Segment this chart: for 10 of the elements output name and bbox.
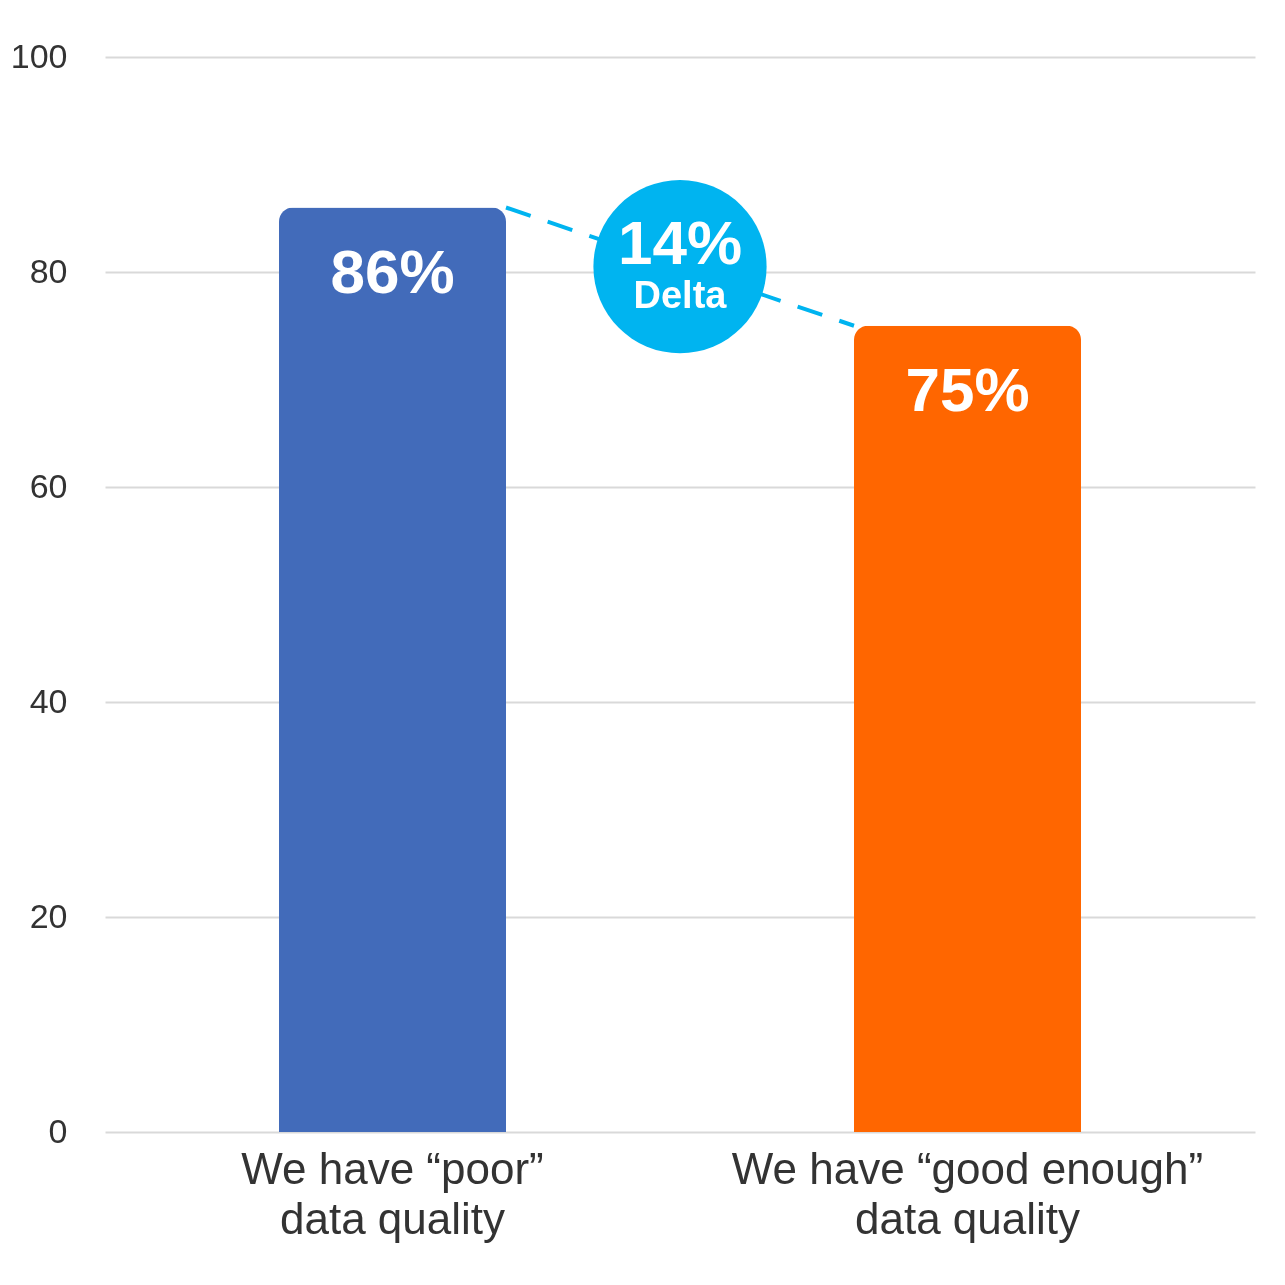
x-tick-label: We have “good enough” data quality <box>731 1143 1204 1243</box>
data-label: 75% <box>905 354 1030 424</box>
y-tick-label: 60 <box>29 466 68 505</box>
data-label: 86% <box>330 236 455 306</box>
y-tick-label: 80 <box>29 251 68 290</box>
y-tick-label: 20 <box>29 896 68 935</box>
y-tick-label: 100 <box>10 36 68 75</box>
y-tick-label: 0 <box>48 1111 68 1150</box>
x-tick-label: We have “poor” data quality <box>241 1143 544 1243</box>
y-tick-label: 40 <box>29 681 68 720</box>
